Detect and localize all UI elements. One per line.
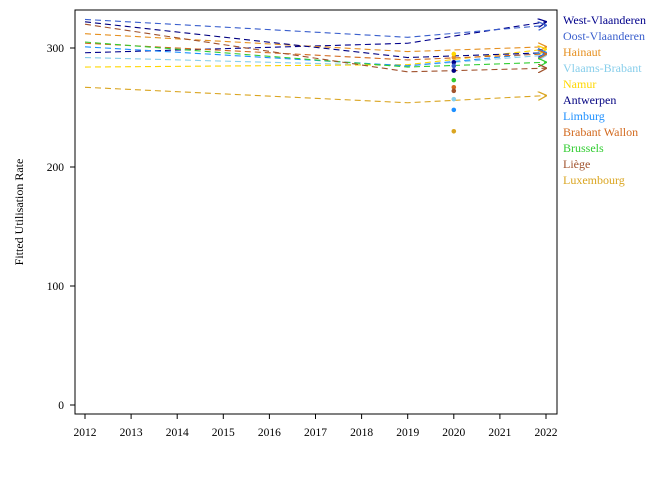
x-tick-label: 2016 xyxy=(258,427,281,439)
data-point-2020-namur xyxy=(451,51,457,57)
series-line-brabant-wallon xyxy=(84,42,546,61)
data-point-2020-west-vlaanderen xyxy=(451,59,457,65)
series-line-limburg xyxy=(84,46,546,67)
legend-entry: Oost-Vlaanderen xyxy=(563,29,645,43)
legend-entry: Namur xyxy=(563,77,596,91)
y-axis-title: Fitted Utilisation Rate xyxy=(12,159,26,266)
legend: West-Vlaanderen Oost-Vlaanderen Hainaut Vla… xyxy=(563,13,646,187)
x-tick-label: 2017 xyxy=(304,427,327,439)
data-point-2020-luxembourg xyxy=(451,129,457,134)
x-tick-label: 2014 xyxy=(166,427,189,439)
legend-entry: West-Vlaanderen xyxy=(563,13,646,27)
y-tick-label: 0 xyxy=(58,400,64,412)
legend-entry: Brussels xyxy=(563,141,604,155)
series-layer xyxy=(84,18,546,104)
y-axis: 0 100 200 300 xyxy=(47,43,75,412)
series-line-brussels xyxy=(84,41,546,68)
data-point-2020-li-ge xyxy=(451,88,457,94)
data-point-2020-brabant-wallon xyxy=(451,84,457,90)
x-tick-label: 2020 xyxy=(442,427,465,439)
series-line-namur xyxy=(84,49,546,68)
legend-entry: Vlaams-Brabant xyxy=(563,61,642,75)
x-tick-label: 2012 xyxy=(74,427,97,439)
y-tick-label: 300 xyxy=(47,43,65,55)
data-point-2020-brussels xyxy=(451,77,457,83)
legend-entry: Antwerpen xyxy=(563,93,616,107)
x-axis: 2012 2013 2014 2015 2016 2017 2018 2019 2020 2021… xyxy=(74,414,558,439)
series-line-antwerpen xyxy=(84,21,546,59)
series-line-west-vlaanderen xyxy=(84,22,546,54)
data-point-2020-vlaams-brabant xyxy=(451,96,457,102)
x-tick-label: 2019 xyxy=(396,427,419,439)
legend-entry: Limburg xyxy=(563,109,605,123)
data-point-2020-hainaut xyxy=(451,55,457,60)
legend-entry: Hainaut xyxy=(563,45,602,59)
series-line-oost-vlaanderen xyxy=(84,18,546,38)
x-tick-label: 2018 xyxy=(350,427,373,439)
legend-entry: Liège xyxy=(563,157,590,171)
x-tick-label: 2022 xyxy=(535,427,558,439)
legend-entry: Luxembourg xyxy=(563,173,625,187)
x-tick-label: 2013 xyxy=(120,427,143,439)
series-line-hainaut xyxy=(84,33,546,53)
points-layer xyxy=(451,51,457,134)
x-tick-label: 2021 xyxy=(488,427,511,439)
data-point-2020-antwerpen xyxy=(451,68,457,73)
plot-area xyxy=(74,9,558,415)
y-tick-label: 200 xyxy=(47,162,65,174)
data-point-2020-limburg xyxy=(451,107,457,113)
data-point-2020-oost-vlaanderen xyxy=(451,63,457,69)
legend-entry: Brabant Wallon xyxy=(563,125,638,139)
series-line-luxembourg xyxy=(84,86,546,104)
x-tick-label: 2015 xyxy=(212,427,235,439)
y-tick-label: 100 xyxy=(47,281,65,293)
